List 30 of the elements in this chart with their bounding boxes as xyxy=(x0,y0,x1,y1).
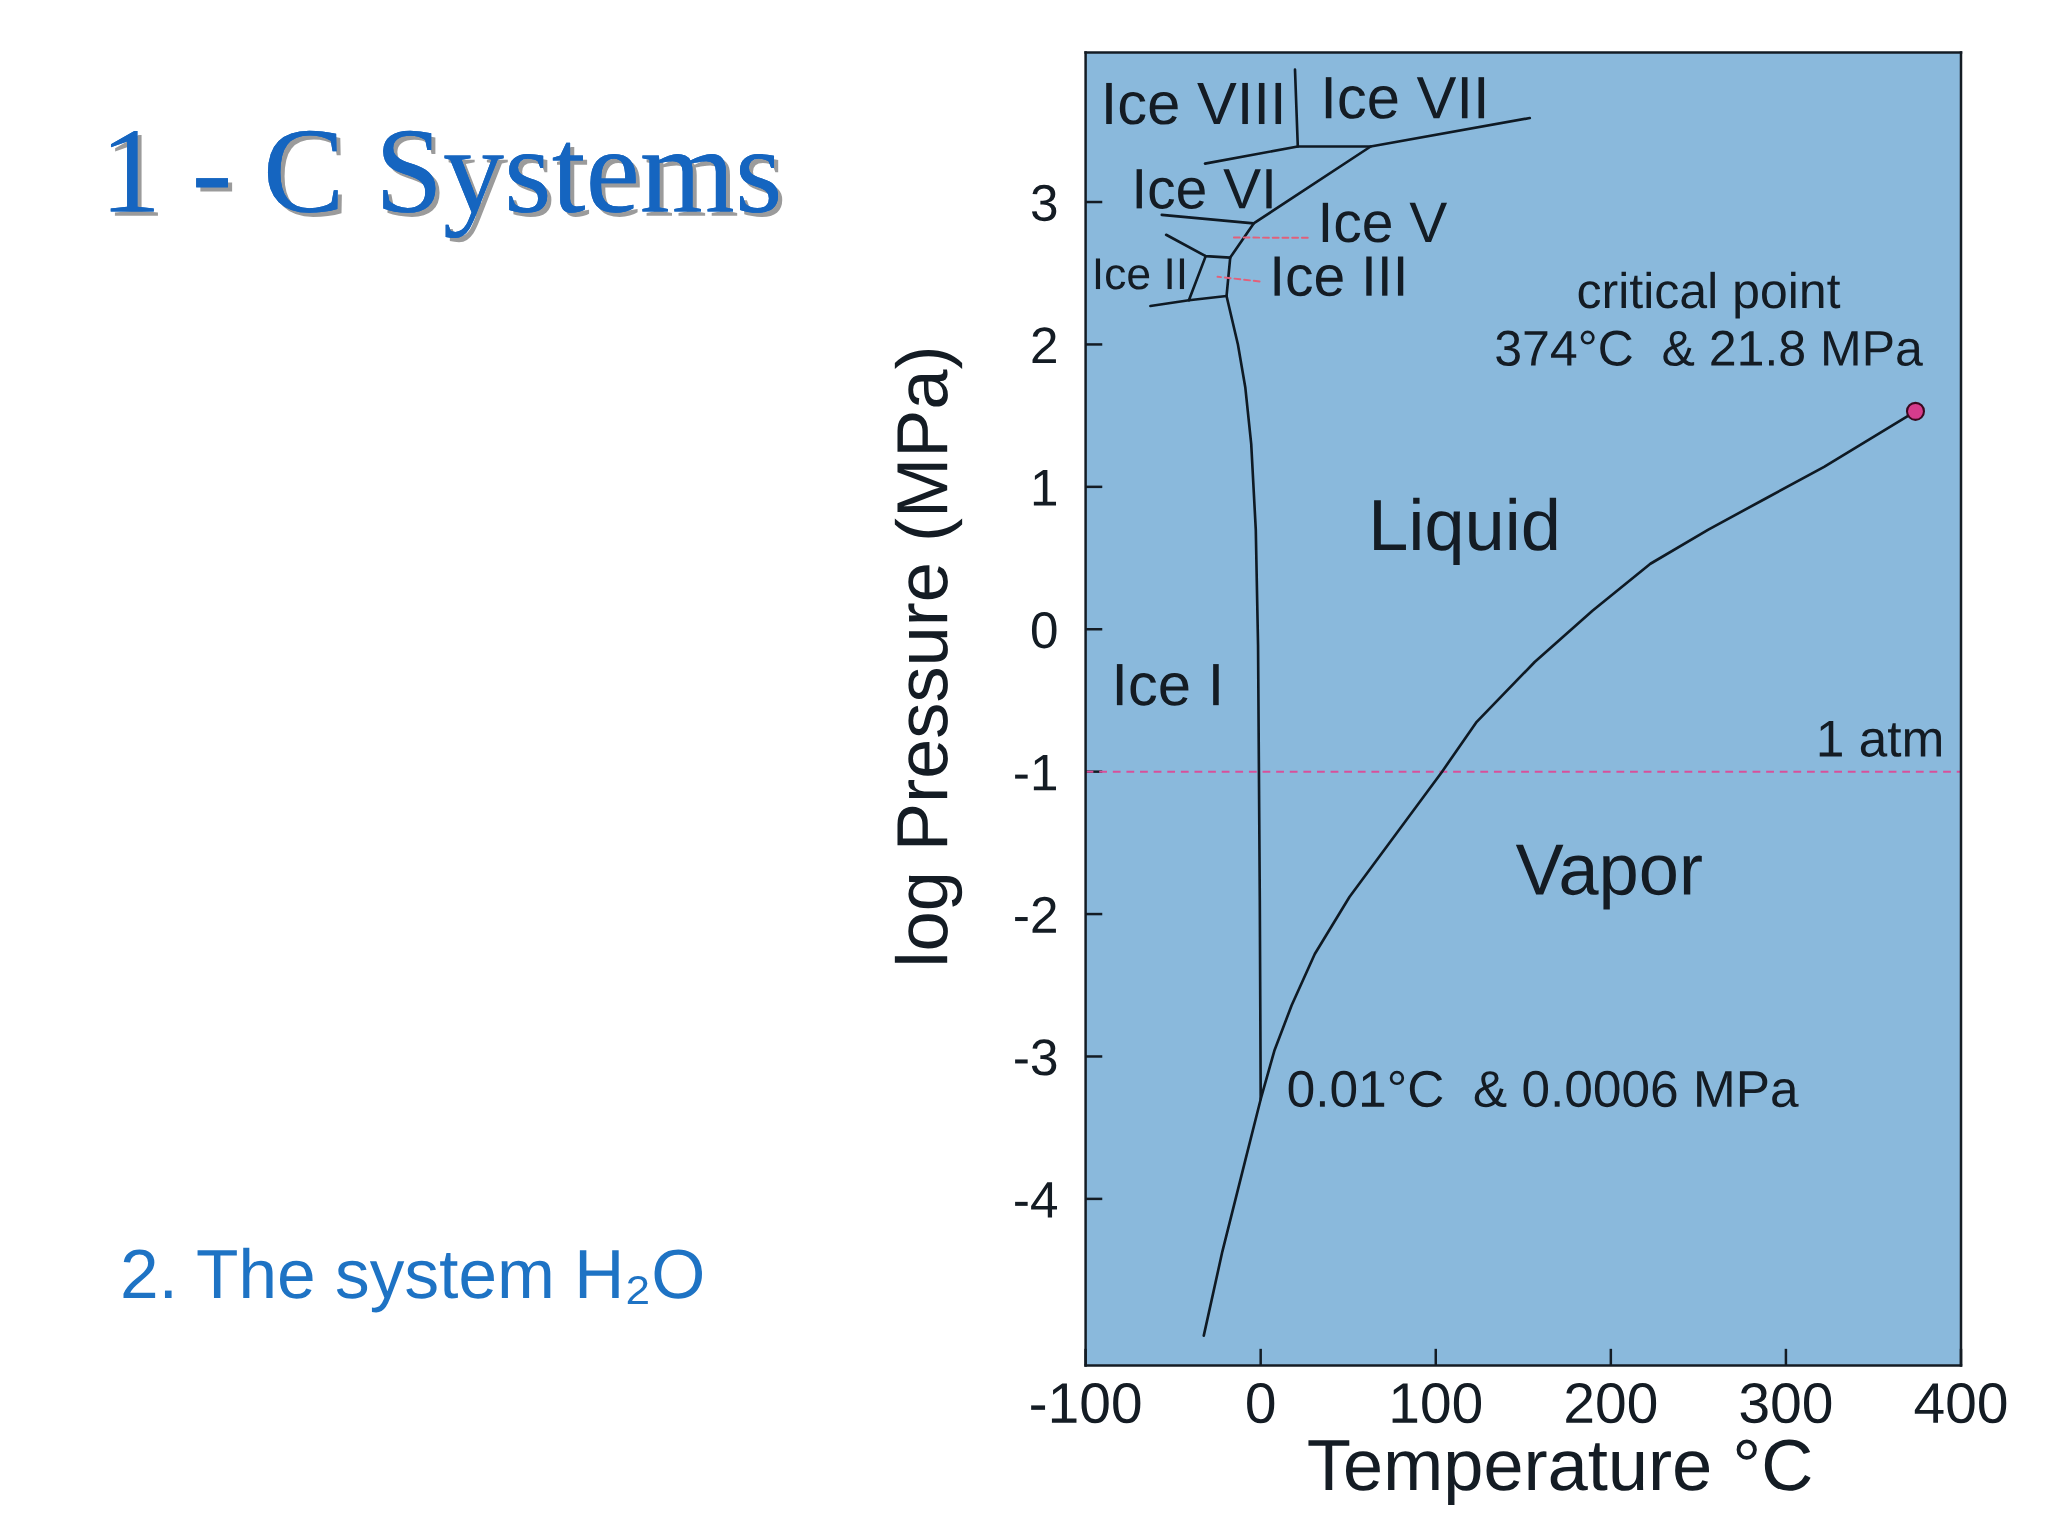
annotation: critical point 374°C & 21.8 MPa xyxy=(1496,271,1923,367)
annotation: Ice VIII xyxy=(1106,82,1282,125)
x-axis-title: Temperature °C xyxy=(1308,1439,1811,1506)
y-tick-label: 3 xyxy=(1031,184,1057,222)
annotation: Ice III xyxy=(1274,256,1404,297)
x-tick-label: 200 xyxy=(1566,1382,1657,1424)
annotation: Ice VI xyxy=(1136,169,1272,209)
annotation: Ice II xyxy=(1095,258,1185,290)
x-tick-label: 100 xyxy=(1392,1382,1482,1424)
x-tick-label: -100 xyxy=(1031,1382,1141,1424)
annotation: Vapor xyxy=(1515,844,1702,910)
text: 2. The system H₂O xyxy=(123,1247,702,1313)
y-tick-label: -1 xyxy=(1015,754,1057,791)
annotation: Ice V xyxy=(1322,202,1448,243)
annotation: Ice VII xyxy=(1325,77,1485,119)
x-tick-label: 400 xyxy=(1914,1382,2007,1424)
y-tick-label: -3 xyxy=(1015,1039,1057,1076)
text: 1 - C Systems xyxy=(110,130,783,243)
ref-line-label: 1 atm xyxy=(1819,721,1941,757)
annotation: 0.01°C & 0.0006 MPa xyxy=(1288,1070,1799,1108)
annotation: Liquid xyxy=(1374,497,1557,566)
x-tick-label: 300 xyxy=(1740,1382,1832,1424)
y-axis-title: log Pressure (MPa) xyxy=(894,349,963,963)
y-tick-label: 0 xyxy=(1031,611,1057,649)
y-tick-label: 1 xyxy=(1033,470,1057,506)
x-tick-label: 0 xyxy=(1247,1382,1275,1424)
y-tick-label: -4 xyxy=(1015,1182,1058,1218)
y-tick-label: 2 xyxy=(1032,327,1056,364)
y-tick-label: -2 xyxy=(1015,896,1056,933)
annotation: Ice I xyxy=(1116,664,1219,706)
